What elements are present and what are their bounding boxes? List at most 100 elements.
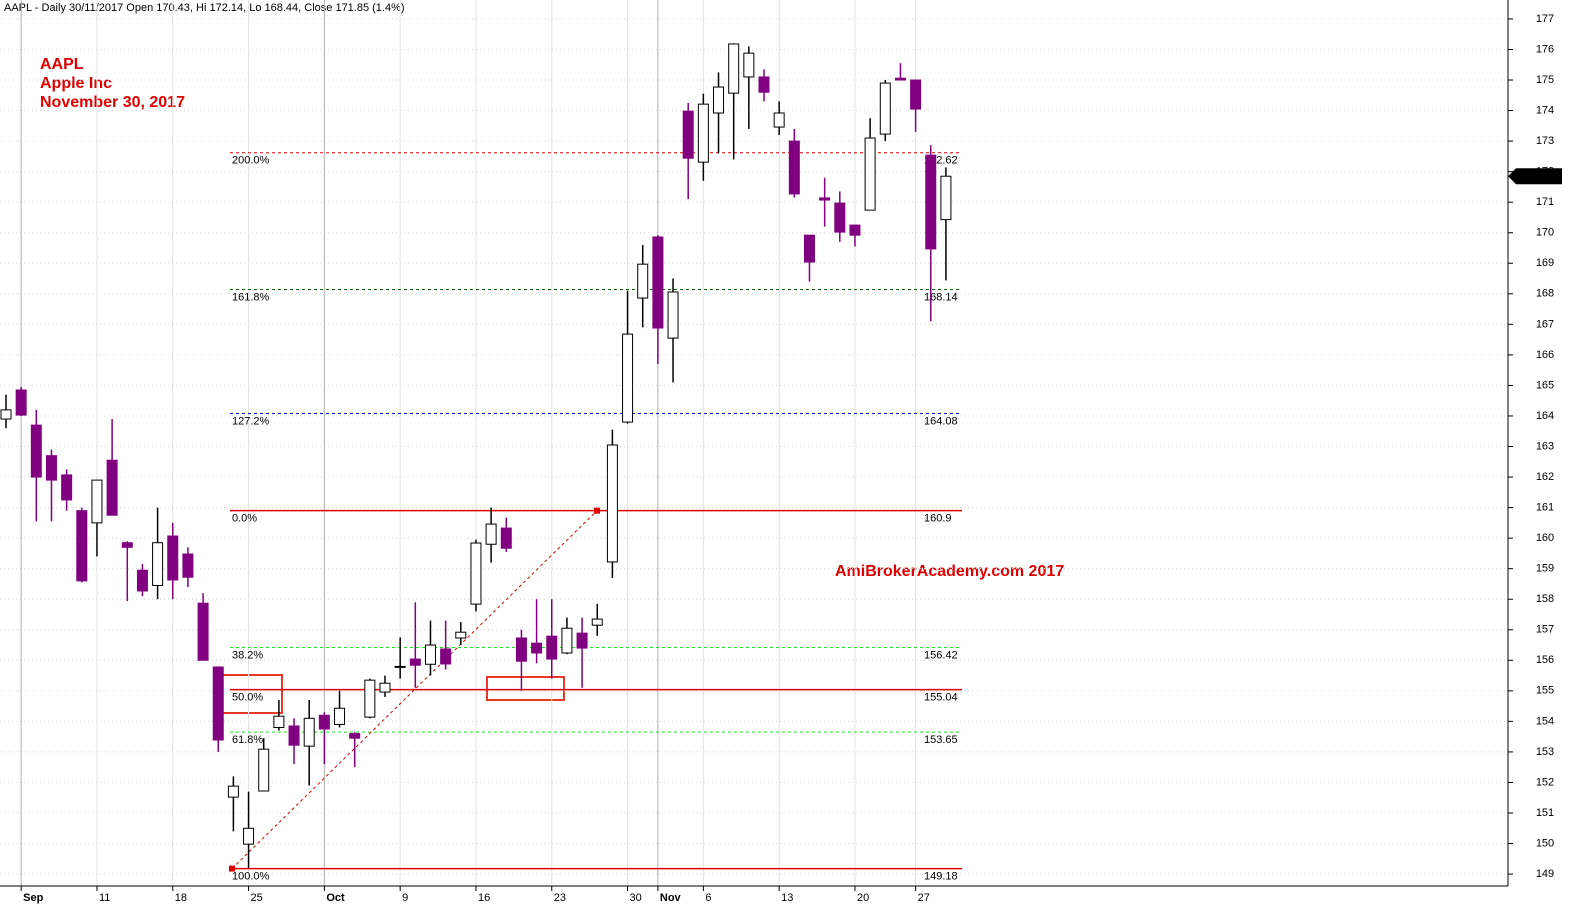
x-tick-label: 18: [175, 892, 187, 904]
fib-ratio-label: 127.2%: [232, 415, 270, 427]
candle-body: [409, 658, 421, 666]
candle-body: [76, 510, 88, 582]
candle-body: [606, 444, 618, 563]
fib-value-label: 155.04: [924, 692, 958, 704]
fib-ratio-label: 50.0%: [232, 692, 263, 704]
candle-body: [682, 110, 694, 159]
candle-body: [424, 644, 436, 665]
price-tag-label: 171.85: [1522, 170, 1556, 182]
y-tick-label: 159: [1536, 563, 1554, 575]
candle-body: [334, 707, 346, 725]
candle-body: [15, 389, 27, 416]
candle-body: [318, 714, 330, 730]
candle-body: [849, 224, 861, 236]
y-tick-label: 177: [1536, 13, 1554, 25]
trend-point: [229, 865, 235, 872]
candle-body: [379, 682, 391, 693]
candle-body: [622, 333, 634, 423]
fib-value-label: 164.08: [924, 415, 958, 427]
y-tick-label: 155: [1536, 685, 1554, 697]
candle-body: [910, 79, 922, 110]
candle-body: [894, 77, 906, 81]
candle-body: [940, 175, 952, 221]
fib-value-label: 153.65: [924, 734, 958, 746]
candle-body: [30, 424, 42, 478]
y-tick-label: 175: [1536, 74, 1554, 86]
y-tick-label: 166: [1536, 349, 1554, 361]
y-tick-label: 167: [1536, 318, 1554, 330]
candle-body: [773, 112, 785, 128]
candle-body: [152, 542, 164, 586]
y-tick-label: 160: [1536, 532, 1554, 544]
y-tick-label: 169: [1536, 257, 1554, 269]
annotation: November 30, 2017: [40, 94, 185, 111]
candle-body: [303, 717, 315, 747]
candle-body: [697, 103, 709, 163]
candle-body: [531, 642, 543, 654]
y-tick-label: 156: [1536, 654, 1554, 666]
candle-body: [834, 202, 846, 233]
candle-body: [91, 479, 103, 524]
annotation: Apple Inc: [40, 75, 112, 92]
candle-body: [788, 140, 800, 195]
fib-ratio-label: 100.0%: [232, 870, 270, 882]
candle-body: [864, 137, 876, 211]
x-tick-label: 30: [630, 892, 642, 904]
candle-body: [743, 52, 755, 78]
candle-body: [576, 632, 588, 649]
candle-body: [546, 635, 558, 660]
fib-ratio-label: 61.8%: [232, 734, 263, 746]
trend-line: [231, 510, 598, 869]
chart-header: AAPL - Daily 30/11/2017 Open 170.43, Hi …: [4, 2, 405, 14]
candle-body: [485, 523, 497, 545]
x-tick-label: 23: [554, 892, 566, 904]
y-tick-label: 150: [1536, 837, 1554, 849]
candle-body: [136, 569, 148, 592]
candle-body: [455, 631, 467, 639]
candle-body: [667, 291, 679, 339]
candle-body: [637, 263, 649, 299]
candle-body: [500, 527, 512, 549]
y-tick-label: 168: [1536, 288, 1554, 300]
x-tick-label: 27: [918, 892, 930, 904]
y-tick-label: 176: [1536, 43, 1554, 55]
candle-body: [879, 82, 891, 135]
fib-value-label: 168.14: [924, 291, 958, 303]
candle-body: [394, 665, 406, 668]
y-tick-label: 162: [1536, 471, 1554, 483]
candle-body: [819, 197, 831, 201]
candle-body: [227, 785, 239, 798]
candle-body: [758, 76, 770, 93]
candle-body: [561, 627, 573, 654]
candle-body: [349, 733, 361, 739]
candle-body: [197, 602, 209, 661]
x-tick-label: Nov: [660, 892, 682, 904]
candle-body: [106, 459, 118, 516]
watermark: AmiBrokerAcademy.com 2017: [835, 563, 1064, 580]
candle-body: [440, 648, 452, 665]
candle-body: [515, 637, 527, 662]
candle-body: [0, 409, 12, 420]
x-tick-label: Sep: [23, 892, 43, 904]
price-tag: [1508, 168, 1562, 185]
y-tick-label: 170: [1536, 227, 1554, 239]
candle-body: [803, 234, 815, 263]
y-tick-label: 174: [1536, 104, 1554, 116]
y-tick-label: 149: [1536, 868, 1554, 880]
candle-body: [243, 827, 255, 845]
fib-value-label: 149.18: [924, 870, 958, 882]
fib-ratio-label: 200.0%: [232, 155, 270, 167]
candle-body: [728, 43, 740, 94]
candle-body: [652, 236, 664, 329]
candle-body: [288, 725, 300, 746]
y-tick-label: 164: [1536, 410, 1554, 422]
candle-body: [713, 86, 725, 114]
fib-value-label: 160.9: [924, 513, 952, 525]
x-tick-label: 13: [781, 892, 793, 904]
candle-body: [182, 553, 194, 578]
highlight-box: [486, 676, 565, 701]
fib-value-label: 156.42: [924, 649, 958, 661]
x-tick-label: 11: [99, 892, 110, 904]
y-tick-label: 154: [1536, 715, 1554, 727]
